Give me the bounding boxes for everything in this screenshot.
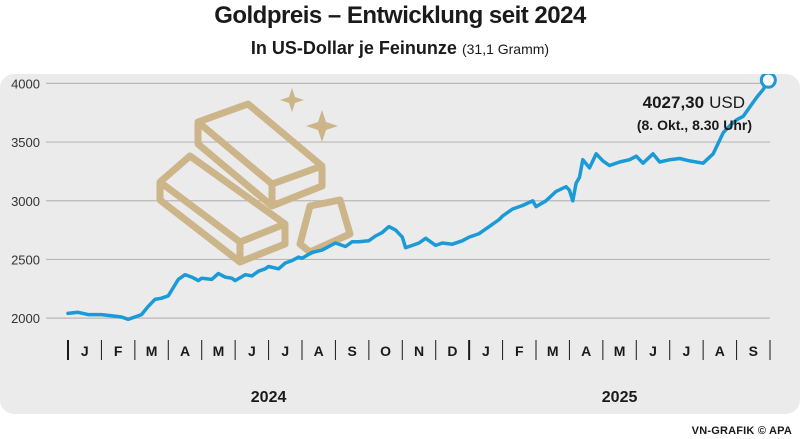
month-label: A	[314, 343, 324, 359]
y-tick-label: 3000	[11, 194, 40, 209]
month-label: J	[683, 343, 691, 359]
subtitle-main: In US-Dollar je Feinunze	[250, 38, 457, 58]
month-label: J	[81, 343, 89, 359]
subtitle-unit: (31,1 Gramm)	[461, 41, 550, 57]
y-tick-label: 2500	[11, 252, 40, 267]
gold-bar-front	[156, 152, 289, 266]
month-label: M	[547, 343, 559, 359]
month-label: J	[482, 343, 490, 359]
y-tick-label: 2000	[11, 311, 40, 326]
gold-bar-front-edge	[157, 179, 287, 262]
month-label: O	[380, 343, 391, 359]
gold-bar-back-edge	[195, 119, 324, 206]
month-label: N	[414, 343, 424, 359]
sparkle-large-icon	[306, 110, 338, 142]
chart-title: Goldpreis – Entwicklung seit 2024	[214, 2, 586, 29]
sparkle-small-icon	[280, 88, 304, 112]
series-line-gold-price	[66, 78, 771, 322]
y-tick-label: 3500	[11, 135, 40, 150]
gold-bars-illustration	[156, 100, 354, 266]
last-value-date: (8. Okt., 8.30 Uhr)	[637, 117, 752, 133]
month-label: J	[649, 343, 657, 359]
last-value-marker	[759, 74, 777, 89]
month-label: S	[749, 343, 758, 359]
year-label: 2024	[251, 389, 287, 406]
last-value-label: 4027,30 USD	[643, 93, 745, 112]
month-label: D	[447, 343, 457, 359]
y-tick-label: 4000	[11, 76, 40, 91]
month-label: J	[248, 343, 256, 359]
month-label: S	[347, 343, 356, 359]
source-credit: VN-GRAFIK © APA	[691, 425, 792, 437]
month-label: M	[146, 343, 158, 359]
year-label: 2025	[602, 389, 638, 406]
line-chart: 2000 2500 3000 3500 4000 4027,30 USD (8. Okt.…	[11, 74, 777, 406]
gold-bar-back	[194, 100, 326, 210]
month-label: A	[180, 343, 190, 359]
month-label: A	[715, 343, 725, 359]
chart-header: Goldpreis – Entwicklung seit 2024 In US-…	[0, 0, 800, 72]
month-label: M	[213, 343, 225, 359]
chart-subtitle: In US-Dollar je Feinunze (31,1 Gramm)	[0, 38, 800, 59]
month-label: F	[114, 343, 123, 359]
chart-panel: 2000 2500 3000 3500 4000 4027,30 USD (8. Okt.…	[0, 74, 800, 414]
sparkles	[280, 88, 338, 142]
y-axis: 2000 2500 3000 3500 4000	[11, 76, 40, 326]
month-label: M	[614, 343, 626, 359]
month-label: A	[581, 343, 591, 359]
month-label: F	[515, 343, 524, 359]
x-axis-years: 2024 2025	[251, 389, 638, 406]
gold-bar-small	[296, 196, 354, 256]
month-label: J	[281, 343, 289, 359]
